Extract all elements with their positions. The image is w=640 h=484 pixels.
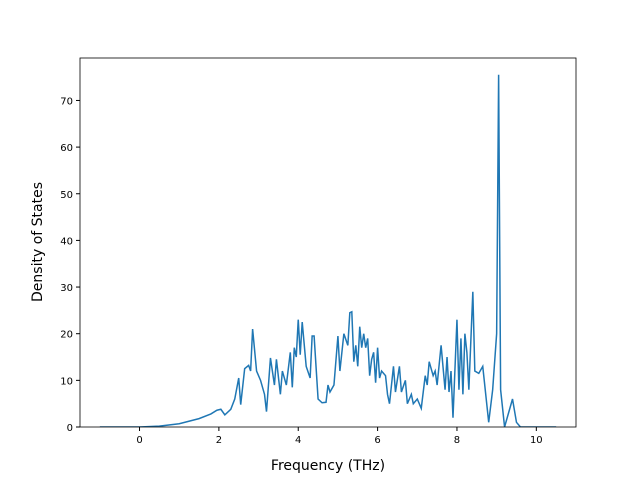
x-tick-label: 6	[374, 435, 380, 446]
x-tick-label: 8	[454, 435, 460, 446]
x-axis-label: Frequency (THz)	[271, 458, 385, 474]
y-tick-label: 50	[60, 190, 73, 201]
y-tick-label: 70	[60, 96, 73, 107]
x-tick-label: 2	[216, 435, 222, 446]
x-tick-label: 0	[136, 435, 142, 446]
x-tick-label: 10	[530, 435, 543, 446]
y-tick-label: 30	[60, 283, 73, 294]
y-axis-label: Density of States	[30, 182, 46, 302]
y-tick-label: 20	[60, 330, 73, 341]
y-tick-label: 60	[60, 143, 73, 154]
line-series	[99, 74, 557, 427]
plot-frame	[79, 57, 577, 428]
y-tick-label: 10	[60, 376, 73, 387]
y-tick-label: 40	[60, 236, 73, 247]
x-tick-label: 4	[295, 435, 301, 446]
y-tick-label: 0	[67, 423, 73, 434]
